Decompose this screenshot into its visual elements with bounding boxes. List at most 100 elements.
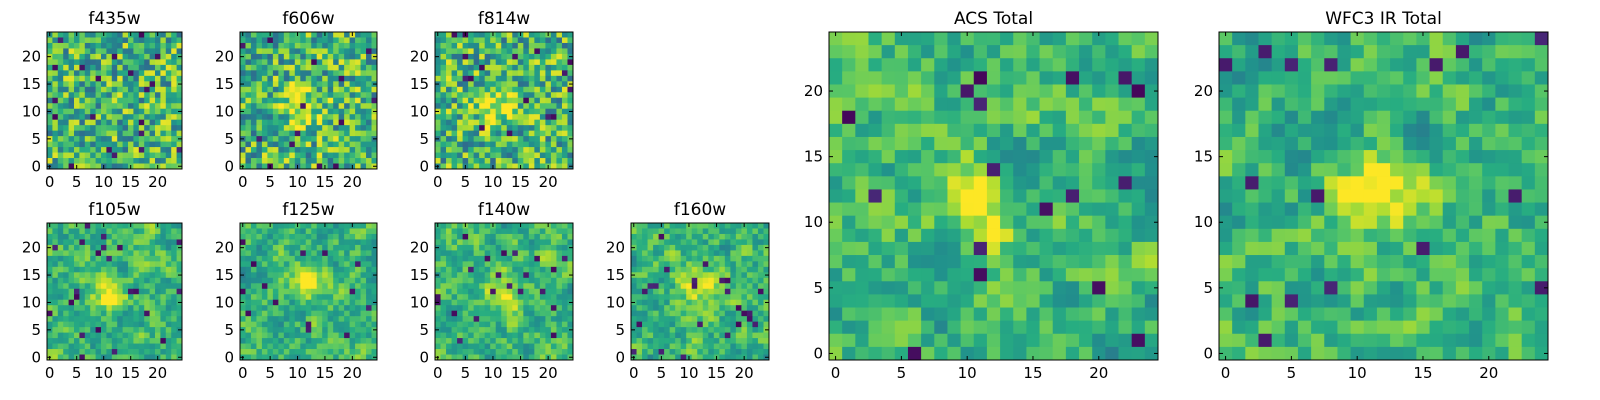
heatmap-cell <box>165 272 172 279</box>
heatmap-cell <box>47 277 53 284</box>
heatmap-cell <box>556 64 563 71</box>
heatmap-cell <box>52 119 59 126</box>
heatmap-cell <box>523 125 530 132</box>
heatmap-cell <box>366 255 372 262</box>
heatmap-cell <box>300 158 307 164</box>
heatmap-cell <box>128 53 134 60</box>
heatmap-cell <box>556 42 563 49</box>
heatmap-cell <box>316 64 323 71</box>
heatmap-cell <box>79 32 86 38</box>
heatmap-cell <box>675 338 682 344</box>
heatmap-cell <box>283 288 290 295</box>
heatmap-cell <box>735 349 742 355</box>
heatmap-cell <box>921 45 935 59</box>
heatmap-cell <box>47 152 53 159</box>
heatmap-cell <box>106 136 113 142</box>
heatmap-cell <box>111 354 118 361</box>
heatmap-cell <box>724 239 731 246</box>
heatmap-cell <box>550 338 557 344</box>
heatmap-cell <box>642 305 648 312</box>
heatmap-cell <box>523 277 530 284</box>
heatmap-cell <box>473 42 480 49</box>
heatmap-cell <box>128 332 134 339</box>
heatmap-cell <box>708 349 715 355</box>
heatmap-cell <box>160 152 167 159</box>
heatmap-cell <box>973 58 988 72</box>
heatmap-cell <box>57 255 64 262</box>
heatmap-cell <box>289 228 296 235</box>
heatmap-cell <box>446 233 452 240</box>
heatmap-cell <box>95 64 102 71</box>
heatmap-cell <box>440 53 447 60</box>
heatmap-cell <box>501 48 508 55</box>
heatmap-cell <box>534 272 541 279</box>
heatmap-cell <box>669 327 676 333</box>
heatmap-cell <box>316 349 323 355</box>
heatmap-cell <box>106 299 113 306</box>
heatmap-cell <box>868 123 883 138</box>
heatmap-cell <box>144 64 150 71</box>
heatmap-cell <box>138 223 145 229</box>
heatmap-cell <box>250 152 257 159</box>
heatmap-cell <box>675 244 682 251</box>
heatmap-cell <box>550 343 557 350</box>
heatmap-cell <box>311 250 318 257</box>
heatmap-cell <box>713 327 720 333</box>
heatmap-cell <box>647 261 654 268</box>
heatmap-cell <box>171 114 177 121</box>
heatmap-cell <box>697 223 704 229</box>
heatmap-cell <box>355 64 361 71</box>
heatmap-cell <box>371 250 378 257</box>
heatmap-cell <box>138 92 145 99</box>
heatmap-cell <box>446 261 452 268</box>
heatmap-cell <box>349 288 356 295</box>
heatmap-cell <box>1026 32 1040 46</box>
heatmap-cell <box>539 266 546 273</box>
heatmap-cell <box>52 59 59 66</box>
heatmap-cell <box>294 272 301 279</box>
heatmap-cell <box>305 158 312 164</box>
heatmap-cell <box>245 354 252 361</box>
heatmap-cell <box>294 343 301 350</box>
heatmap-cell <box>484 288 491 295</box>
heatmap-cell <box>561 48 568 55</box>
heatmap-cell <box>305 97 312 104</box>
heatmap-cell <box>479 59 486 66</box>
heatmap-cell <box>446 53 452 60</box>
heatmap-cell <box>294 37 301 44</box>
heatmap-cell <box>829 45 843 59</box>
heatmap-cell <box>534 64 541 71</box>
heatmap-cell <box>473 86 480 93</box>
heatmap-cell <box>842 202 856 217</box>
heatmap-cell <box>240 125 246 132</box>
heatmap-cell <box>550 64 557 71</box>
heatmap-cell <box>506 294 513 301</box>
heatmap-cell <box>446 75 452 82</box>
heatmap-cell <box>1105 189 1119 203</box>
heatmap-cell <box>512 338 519 344</box>
heatmap-cell <box>647 299 654 306</box>
heatmap-cell <box>57 130 64 137</box>
heatmap-cell <box>366 48 372 55</box>
heatmap-cell <box>550 310 557 317</box>
heatmap-cell <box>719 349 726 355</box>
heatmap-cell <box>642 321 648 328</box>
heatmap-cell <box>636 239 643 246</box>
heatmap-cell <box>735 338 742 344</box>
heatmap-cell <box>133 163 140 170</box>
heatmap-cell <box>446 70 452 77</box>
heatmap-cell <box>730 299 737 306</box>
heatmap-cell <box>300 125 307 132</box>
heatmap-cell <box>165 327 172 333</box>
heatmap-cell <box>272 81 279 88</box>
heatmap-cell <box>133 158 140 164</box>
heatmap-cell <box>240 86 246 93</box>
heatmap-cell <box>155 59 161 66</box>
heatmap-cell <box>550 233 557 240</box>
heatmap-cell <box>371 75 378 82</box>
heatmap-cell <box>567 316 574 323</box>
heatmap-cell <box>675 332 682 339</box>
heatmap-cell <box>316 75 323 82</box>
heatmap-cell <box>534 42 541 49</box>
heatmap-cell <box>473 158 480 164</box>
